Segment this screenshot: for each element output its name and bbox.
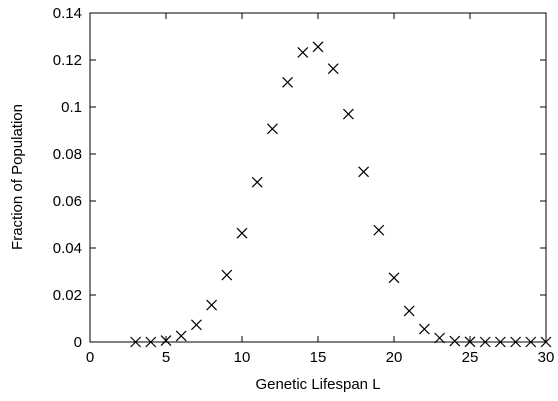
x-tick-label: 20 [386, 349, 403, 366]
data-point [373, 224, 385, 236]
marks-layer [130, 41, 552, 348]
data-point-stroke [449, 335, 461, 347]
data-point-stroke [160, 335, 172, 347]
data-point [175, 330, 187, 342]
data-point-stroke [373, 224, 385, 236]
data-point-stroke [312, 41, 324, 53]
data-point [297, 47, 309, 58]
data-point [190, 319, 202, 331]
data-point-stroke [282, 76, 294, 88]
data-point [251, 176, 263, 188]
data-point-stroke [206, 299, 218, 311]
data-point-stroke [251, 176, 263, 188]
data-point-stroke [342, 108, 354, 120]
y-tick-label: 0.08 [53, 146, 82, 163]
data-point-stroke [190, 319, 202, 331]
x-tick-label: 10 [234, 349, 251, 366]
data-point-stroke [418, 323, 430, 335]
data-point [388, 272, 400, 284]
data-point-stroke [221, 269, 233, 281]
x-tick-label: 15 [310, 349, 327, 366]
x-tick-label: 30 [538, 349, 555, 366]
data-point-stroke [403, 305, 415, 317]
data-point [418, 323, 430, 335]
y-tick-label: 0 [74, 334, 82, 351]
x-axis-label: Genetic Lifespan L [255, 376, 380, 393]
y-tick-label: 0.02 [53, 287, 82, 304]
y-tick-label: 0.04 [53, 240, 82, 257]
data-point [312, 41, 324, 53]
y-tick-label: 0.14 [53, 5, 82, 22]
data-point [434, 332, 446, 344]
data-point-stroke [327, 63, 339, 75]
data-point [160, 335, 172, 347]
x-tick-label: 0 [86, 349, 94, 366]
data-point [358, 166, 370, 178]
data-point-stroke [388, 272, 400, 284]
data-point [403, 305, 415, 317]
data-point [221, 269, 233, 281]
y-tick-label: 0.1 [61, 99, 82, 116]
data-point-stroke [358, 166, 370, 178]
data-point-stroke [434, 332, 446, 344]
y-axis-label: Fraction of Population [9, 104, 26, 250]
y-tick-label: 0.06 [53, 193, 82, 210]
data-point-stroke [297, 47, 309, 58]
data-point-stroke [266, 123, 278, 135]
ticks-layer: 0 5 10 15 20 25 30 0 0.02 0.04 0.06 0.08 0.1 0.12 0.14 [53, 5, 555, 366]
x-tick-label: 5 [162, 349, 170, 366]
data-point-stroke [236, 227, 248, 239]
data-point-stroke [175, 330, 187, 342]
data-point [266, 123, 278, 135]
data-point [449, 335, 461, 347]
data-point [206, 299, 218, 311]
data-point [342, 108, 354, 120]
data-point [236, 227, 248, 239]
y-tick-label: 0.12 [53, 52, 82, 69]
plot-frame [89, 12, 547, 343]
data-point [327, 63, 339, 75]
data-point [282, 76, 294, 88]
x-tick-label: 25 [462, 349, 479, 366]
